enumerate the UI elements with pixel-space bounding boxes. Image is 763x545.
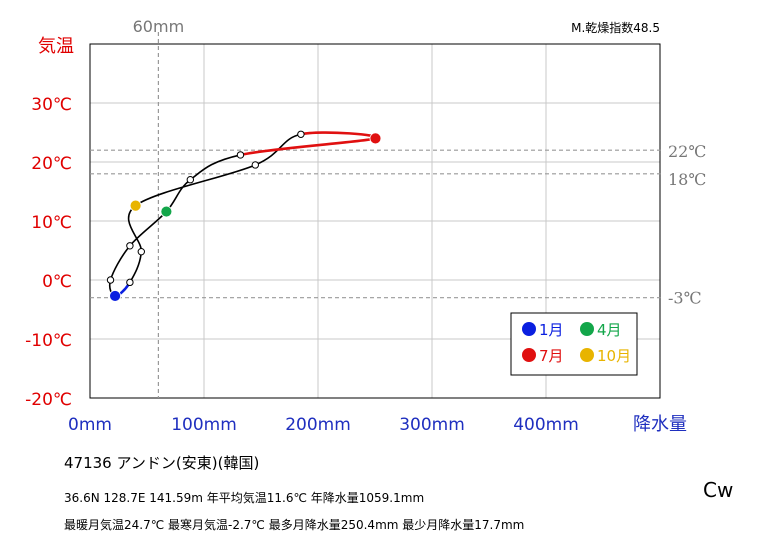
month-point-3 (126, 242, 134, 250)
month-point-6 (236, 151, 245, 159)
month-point-9 (251, 161, 260, 169)
ref-label-temp: 22℃ (668, 142, 706, 161)
x-tick-label: 100mm (171, 415, 237, 435)
legend-marker-1 (522, 322, 536, 336)
station-line-1: 36.6N 128.7E 141.59m 年平均気温11.6℃ 年降水量1059… (64, 491, 425, 505)
month-point-7 (369, 132, 382, 145)
x-tick-label: 0mm (68, 415, 112, 435)
station-title: 47136 アンドン(安東)(韓国) (64, 454, 260, 472)
legend-label-7: 7月 (539, 347, 564, 365)
month-point-8 (297, 130, 305, 138)
ref-label-temp: -3℃ (668, 289, 701, 308)
plot-frame (89, 43, 661, 399)
legend-label-4: 4月 (597, 321, 622, 339)
month-point-5 (186, 176, 195, 184)
ref-label-temp: 18℃ (668, 170, 706, 189)
y-tick-label: 20℃ (31, 154, 72, 174)
y-tick-label: 10℃ (31, 213, 72, 233)
month-point-2 (106, 276, 115, 284)
legend-label-10: 10月 (597, 347, 631, 365)
legend-marker-4 (580, 322, 594, 336)
x-tick-label: 400mm (513, 415, 579, 435)
legend-label-1: 1月 (539, 321, 564, 339)
climate-class: Cw (703, 478, 734, 502)
month-point-10 (129, 199, 142, 212)
y-axis-title: 気温 (38, 36, 74, 57)
legend-marker-10 (580, 348, 594, 362)
ref-label-60mm: 60mm (133, 17, 185, 36)
month-point-4 (160, 205, 173, 218)
y-tick-label: -20℃ (25, 390, 72, 410)
month-point-12 (126, 278, 134, 287)
station-line-2: 最暖月気温24.7℃ 最寒月気温-2.7℃ 最多月降水量250.4mm 最少月降… (64, 518, 525, 532)
y-tick-label: -10℃ (25, 331, 72, 351)
x-axis-title: 降水量 (633, 414, 687, 435)
legend-marker-7 (522, 348, 536, 362)
aridity-index-label: M.乾燥指数48.5 (571, 20, 660, 35)
month-point-1 (109, 290, 121, 302)
y-tick-label: 0℃ (42, 272, 72, 292)
y-tick-label: 30℃ (31, 95, 72, 115)
x-tick-label: 200mm (285, 415, 351, 435)
summer-segment (240, 131, 378, 157)
month-point-11 (137, 247, 146, 256)
x-tick-label: 300mm (399, 415, 465, 435)
